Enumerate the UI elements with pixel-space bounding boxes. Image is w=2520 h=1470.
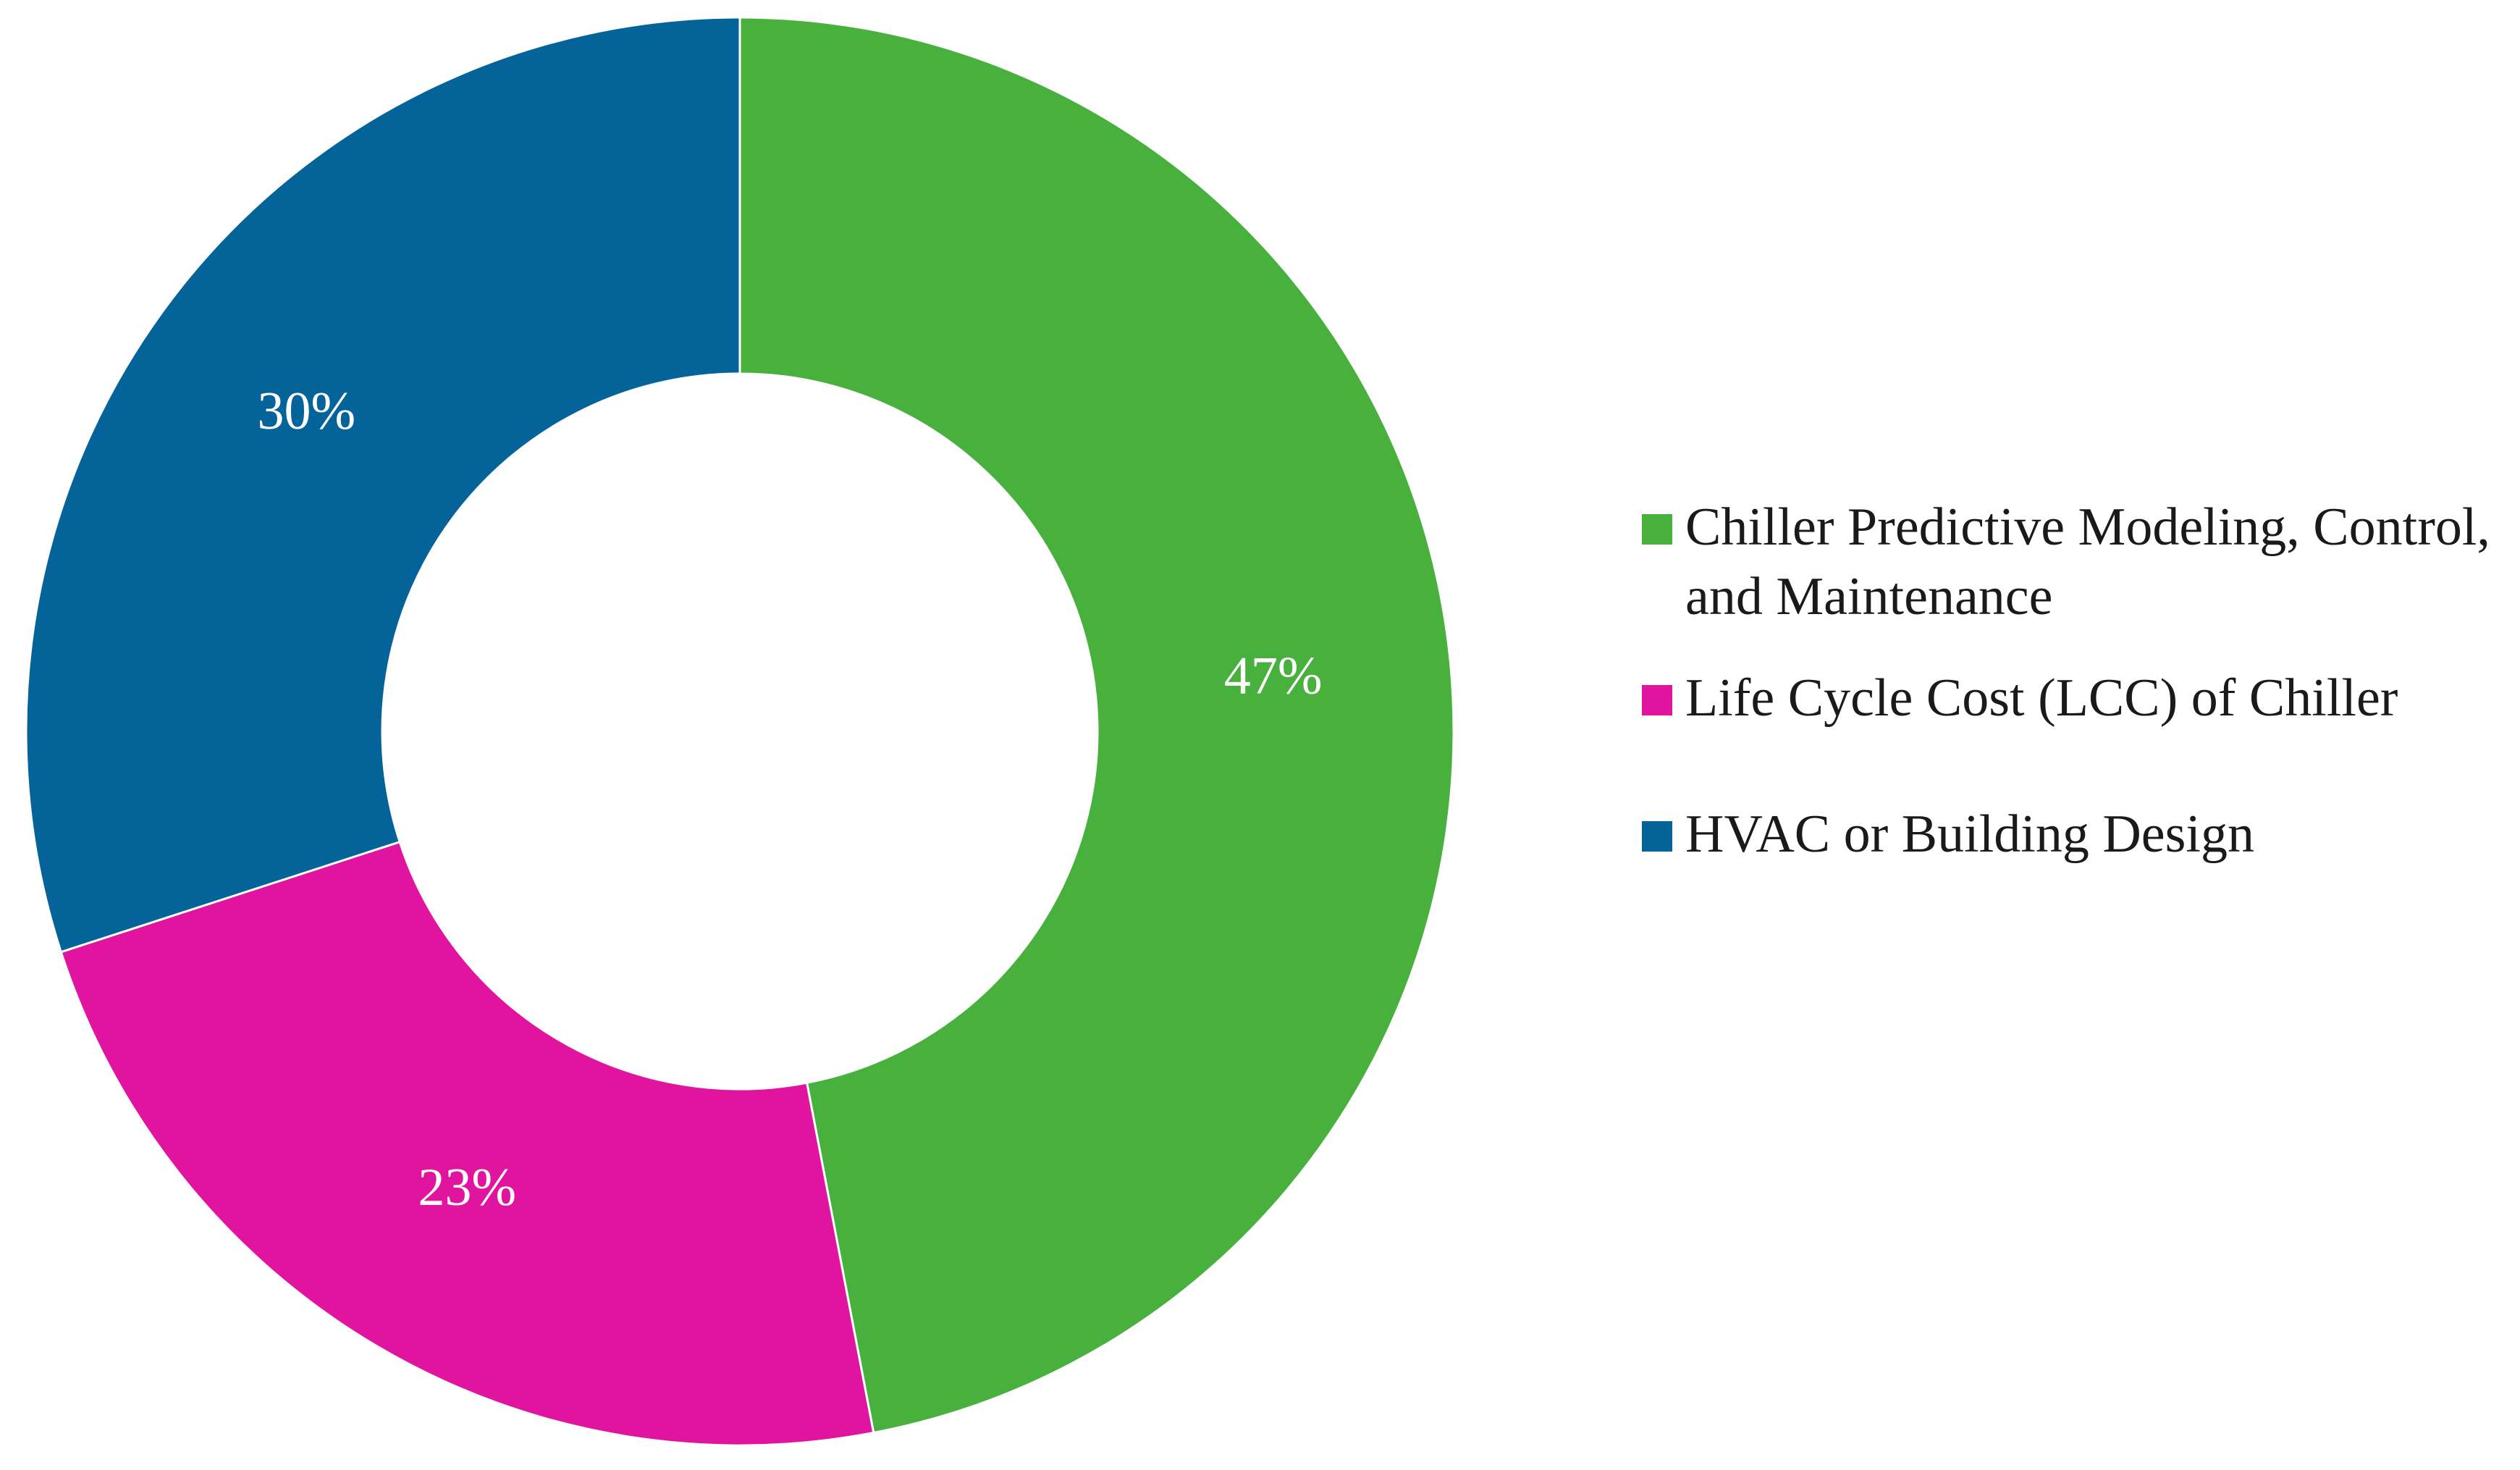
- donut-slice-chiller-predictive-modeling-control-and-maintenance: [738, 16, 1455, 1435]
- legend-swatch-life-cycle-cost: [1642, 685, 1672, 715]
- slice-value-label-chiller-predictive-modeling-control-and-maintenance: 47%: [1224, 646, 1323, 705]
- legend-swatch-chiller-predictive: [1642, 514, 1672, 545]
- legend-swatch-hvac-building-design: [1642, 821, 1672, 852]
- legend-label-hvac-building-design: HVAC or Building Design: [1685, 805, 2254, 864]
- slice-value-label-life-cycle-cost-lcc-of-chiller: 23%: [418, 1158, 516, 1217]
- slice-labels-group: 47% 23% 30%: [257, 382, 1322, 1217]
- legend-label-chiller-predictive: Chiller Predictive Modeling, Control, an…: [1685, 497, 2490, 626]
- legend-item-hvac-building-design: HVAC or Building Design: [1642, 799, 2514, 869]
- legend-label-life-cycle-cost: Life Cycle Cost (LCC) of Chiller: [1685, 668, 2398, 728]
- legend-item-chiller-predictive: Chiller Predictive Modeling, Control, an…: [1642, 492, 2514, 631]
- donut-slice-life-cycle-cost-lcc-of-chiller: [59, 840, 875, 1447]
- legend-item-life-cycle-cost: Life Cycle Cost (LCC) of Chiller: [1642, 663, 2514, 733]
- legend: Chiller Predictive Modeling, Control, an…: [1642, 492, 2514, 901]
- slices-group: [25, 16, 1455, 1447]
- donut-slice-hvac-or-building-design: [25, 16, 741, 954]
- slice-value-label-hvac-or-building-design: 30%: [257, 382, 355, 441]
